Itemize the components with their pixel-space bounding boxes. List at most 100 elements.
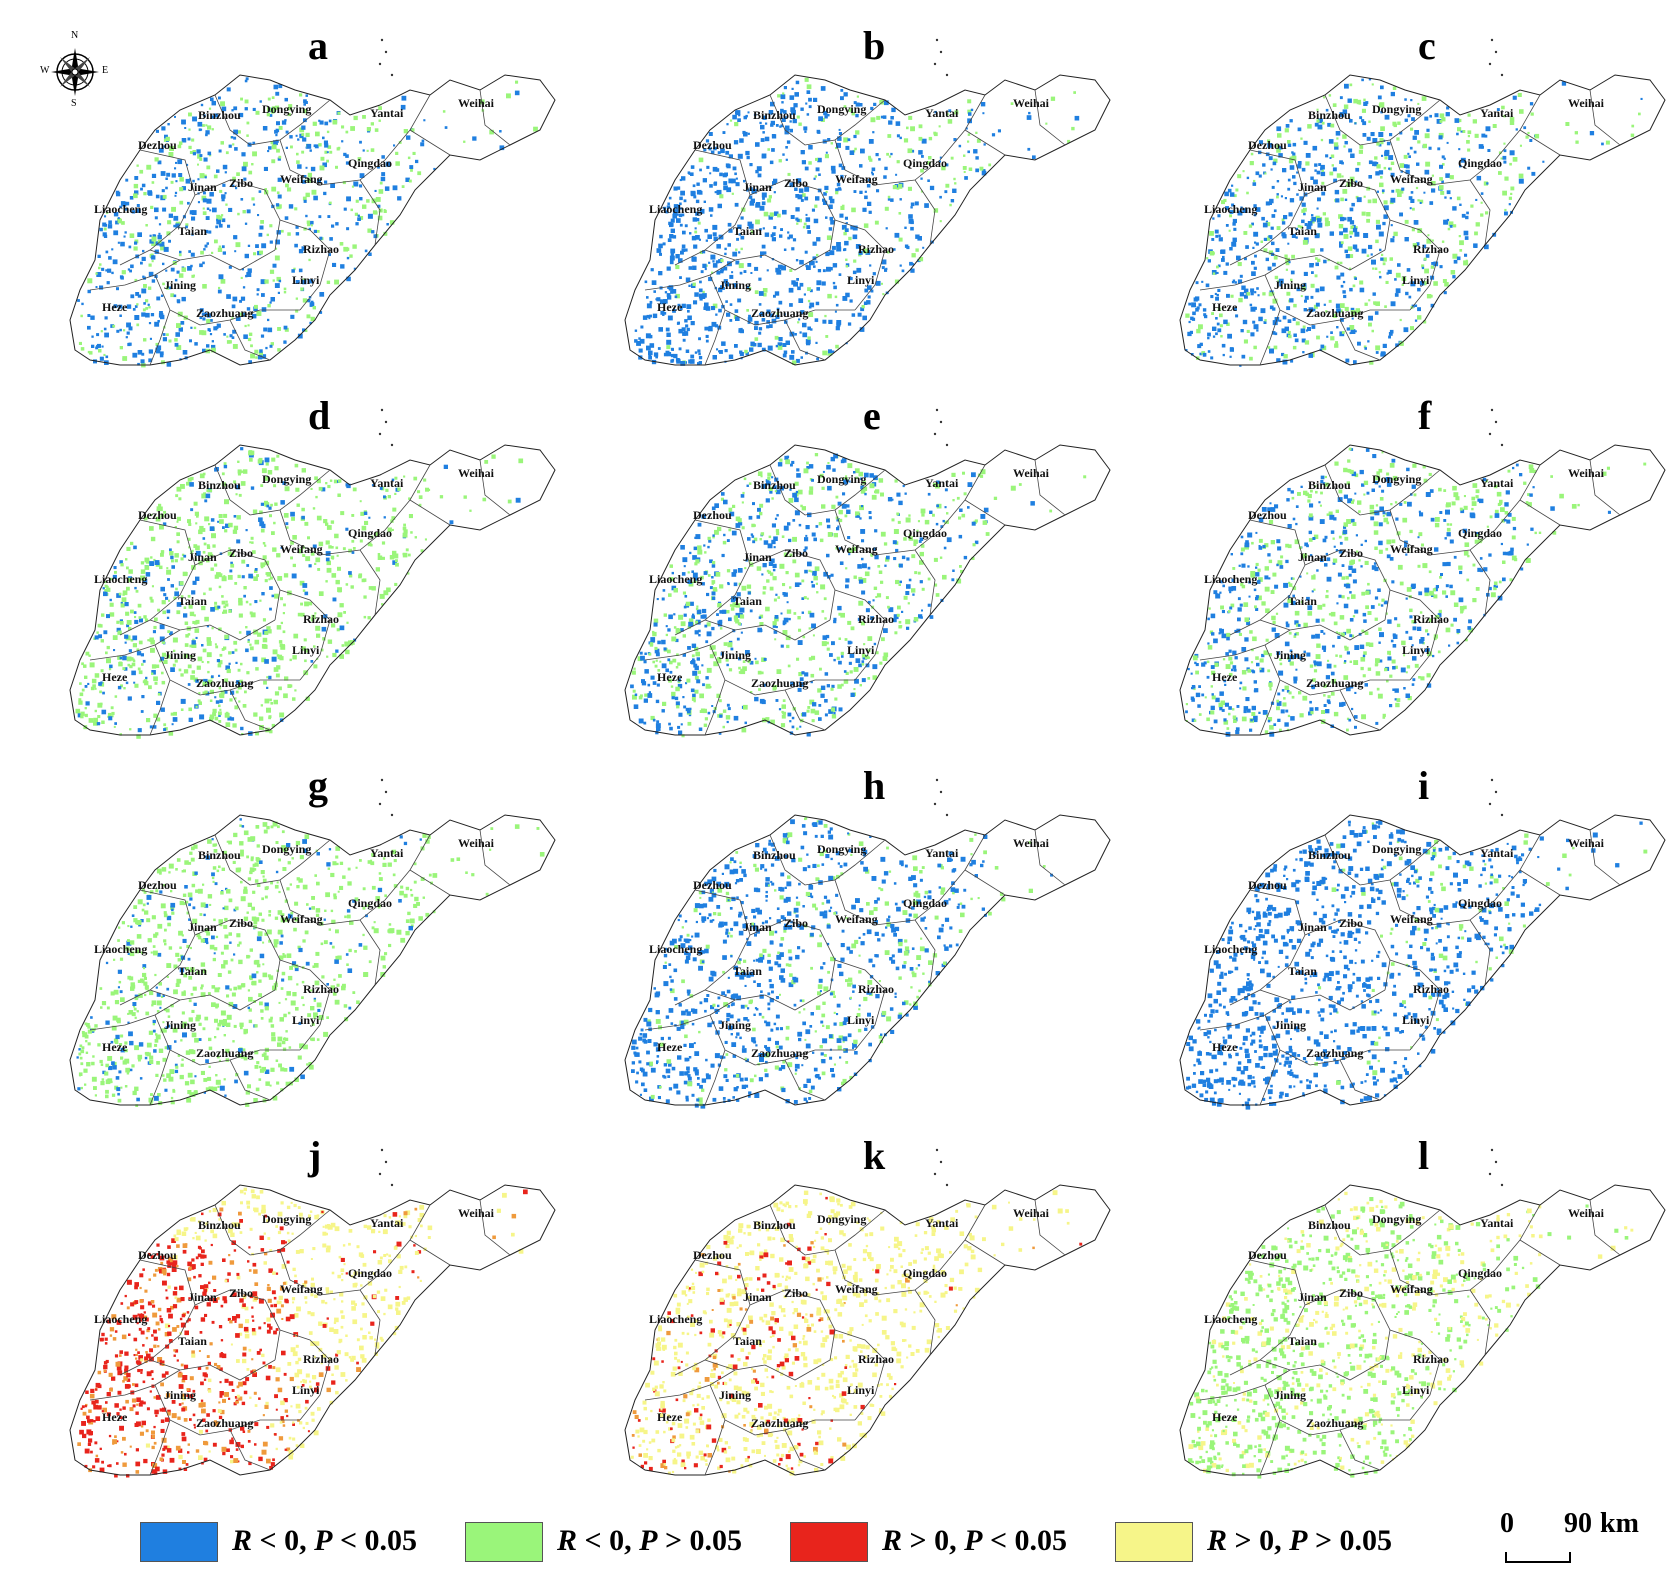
pixel [833,453,838,459]
pixel [1396,623,1401,628]
pixel [688,713,692,717]
pixel [1239,292,1245,297]
pixel [132,308,136,311]
prefecture-boundary [1259,249,1386,271]
pixel [800,356,803,359]
pixel [204,690,208,694]
pixel [313,664,318,669]
pixel [1269,725,1274,730]
pixel [891,107,896,113]
city-label-zaozhuang: Zaozhuang [751,306,809,320]
pixel [711,321,717,327]
pixel [747,263,752,267]
pixel [1197,344,1202,349]
pixel [375,531,380,536]
pixel [791,716,795,720]
pixel [334,279,339,285]
pixel [836,242,841,247]
pixel [771,232,776,236]
pixel [1083,475,1087,479]
pixel [1387,269,1392,274]
pixel [760,251,764,256]
pixel [279,712,285,718]
pixel [1248,595,1251,598]
pixel [975,168,979,173]
pixel [720,497,724,501]
pixel [1276,195,1279,199]
pixel [194,628,200,633]
pixel [264,630,269,635]
pixel [1303,212,1306,216]
pixel [731,192,734,195]
pixel [1409,207,1412,210]
pixel [116,620,120,624]
cropland-pixels [1185,447,1647,737]
pixel [695,607,699,611]
city-label-yantai: Yantai [925,106,959,120]
pixel [130,657,134,661]
pixel [774,615,779,619]
pixel [240,296,246,301]
pixel [1605,140,1610,145]
pixel [1460,157,1466,163]
pixel [762,115,767,120]
pixel [906,245,910,250]
pixel [838,707,843,712]
pixel [140,359,145,364]
pixel [154,207,159,213]
pixel [136,208,141,213]
pixel [1374,267,1378,270]
pixel [375,197,381,202]
pixel [248,170,253,175]
pixel [405,548,409,552]
pixel [656,720,660,724]
pixel [171,206,176,212]
pixel [275,239,280,245]
pixel [149,596,153,600]
pixel [1333,178,1337,183]
pixel [1534,133,1540,139]
pixel [1504,211,1508,216]
pixel [1224,191,1229,197]
pixel [1351,314,1354,317]
pixel [910,226,914,231]
pixel [944,506,947,509]
pixel [1395,188,1400,193]
pixel [218,711,222,716]
pixel [1334,265,1339,270]
pixel [302,554,306,557]
pixel [658,327,663,332]
pixel [117,655,122,660]
pixel [932,513,935,517]
pixel [195,705,198,708]
pixel [691,257,697,262]
pixel [753,113,757,117]
pixel [704,326,709,331]
pixel [1444,196,1447,199]
pixel [176,270,180,274]
pixel [1249,356,1253,361]
pixel [680,723,683,726]
pixel [811,623,816,629]
pixel [295,297,298,300]
city-label-dezhou: Dezhou [693,138,732,152]
pixel [1259,667,1265,673]
pixel [116,593,121,598]
pixel [676,705,680,709]
pixel [1232,237,1237,242]
pixel [775,314,780,319]
pixel [728,507,733,512]
pixel [1212,326,1217,331]
compass-s: S [71,98,77,109]
prefecture-boundary [709,274,855,326]
pixel [234,697,237,700]
pixel [271,96,275,99]
pixel [1343,234,1349,239]
pixel [246,671,250,675]
pixel [703,148,707,152]
pixel [765,479,769,483]
pixel [1289,165,1295,170]
pixel [709,184,713,188]
pixel [126,566,129,570]
pixel [655,659,658,662]
